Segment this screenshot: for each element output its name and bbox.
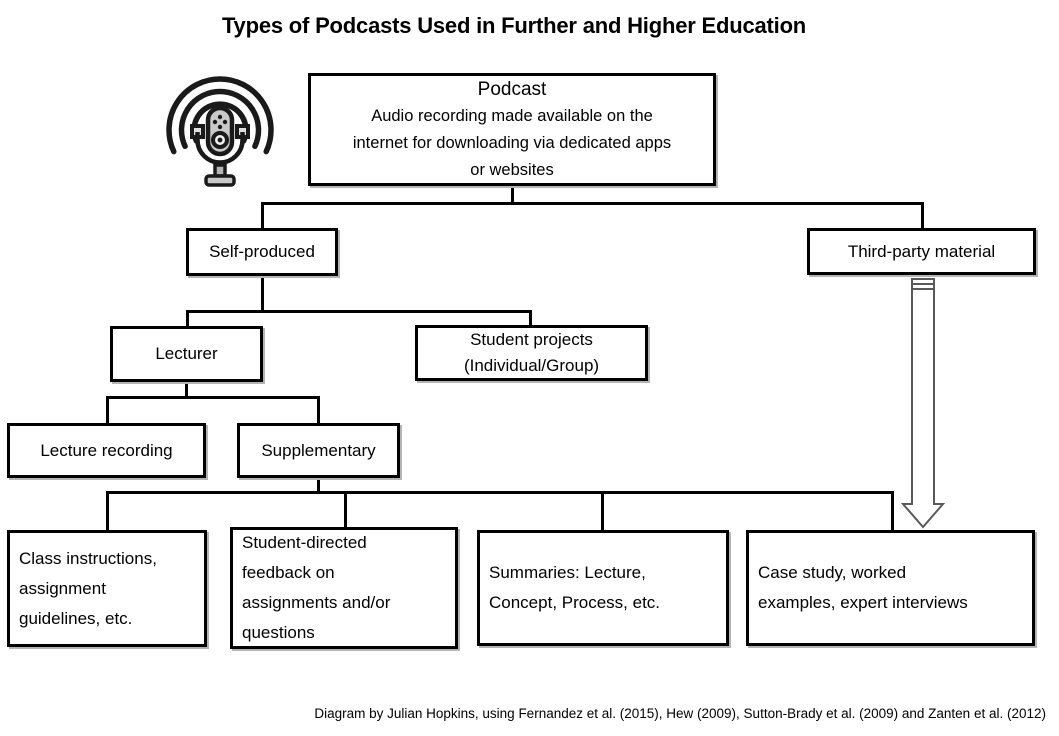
node-summaries: Summaries: Lecture, Concept, Process, et… [477, 530, 729, 646]
connector-line [185, 382, 188, 399]
student-feedback-line: questions [242, 623, 315, 642]
student-feedback-line: assignments and/or [242, 593, 391, 612]
podcast-description-line: or websites [470, 160, 554, 179]
summaries-line: Summaries: Lecture, [489, 563, 646, 582]
connector-line [317, 478, 320, 494]
page-title: Types of Podcasts Used in Further and Hi… [221, 13, 807, 38]
node-podcast: Podcast Audio recording made available o… [308, 73, 716, 186]
student-feedback-line: feedback on [242, 563, 335, 582]
node-case-study: Case study, worked examples, expert inte… [746, 530, 1035, 646]
node-student-directed-feedback: Student-directed feedback on assignments… [230, 527, 458, 649]
class-instructions-line: guidelines, etc. [19, 608, 133, 628]
podcast-description-line: internet for downloading via dedicated a… [352, 133, 672, 152]
down-arrow-icon [900, 278, 946, 529]
connector-line [106, 396, 109, 423]
case-study-line: examples, expert interviews [758, 593, 968, 612]
connector-line [186, 310, 532, 313]
summaries-line: Concept, Process, etc. [489, 593, 661, 612]
connector-line [106, 396, 320, 399]
connector-line [601, 491, 604, 530]
connector-line [529, 310, 532, 325]
node-third-party-material: Third-party material [807, 228, 1036, 275]
node-self-produced: Self-produced [186, 228, 338, 276]
class-instructions-line: Class instructions, [19, 548, 157, 568]
node-student-projects: Student projects (Individual/Group) [415, 325, 648, 381]
connector-line [511, 186, 514, 205]
connector-line [186, 310, 189, 326]
connector-line [261, 276, 264, 313]
node-lecture-recording: Lecture recording [7, 423, 206, 478]
case-study-line: Case study, worked [758, 563, 907, 582]
connector-line [261, 202, 264, 228]
connector-line [106, 491, 894, 494]
connector-line [106, 491, 109, 530]
student-projects-line: (Individual/Group) [463, 356, 600, 375]
connector-line [261, 202, 924, 205]
node-class-instructions: Class instructions, assignment guideline… [7, 530, 207, 647]
connector-line [344, 491, 347, 527]
podcast-heading: Podcast [477, 78, 547, 100]
node-lecturer: Lecturer [110, 326, 263, 382]
connector-line [921, 202, 924, 228]
caption-credit: Diagram by Julian Hopkins, using Fernand… [314, 706, 1046, 721]
node-supplementary: Supplementary [237, 423, 400, 478]
connector-line [891, 491, 894, 530]
connector-line [317, 396, 320, 423]
podcast-description-line: Audio recording made available on the [371, 106, 653, 125]
podcast-microphone-icon [166, 76, 274, 187]
student-feedback-line: Student-directed [242, 533, 367, 552]
class-instructions-line: assignment [19, 578, 106, 598]
student-projects-line: Student projects [470, 330, 593, 349]
